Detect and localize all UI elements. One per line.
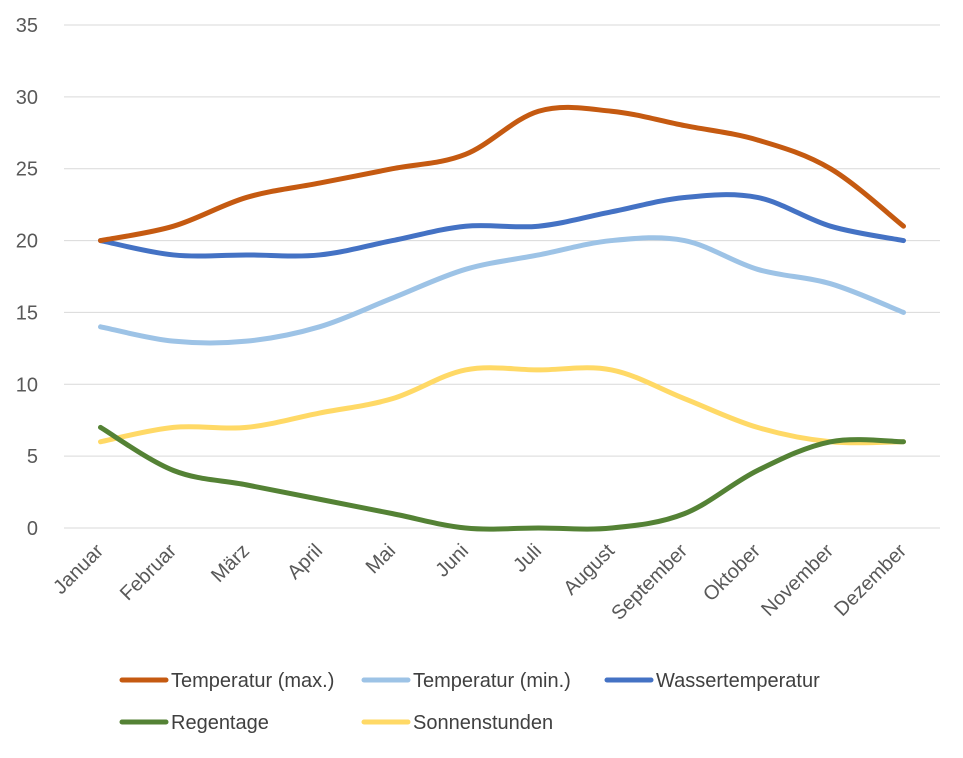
y-tick-label: 10 [16, 374, 38, 396]
x-tick-label-februar: Februar [116, 540, 181, 605]
x-tick-label-mai: Mai [362, 540, 400, 578]
series-line-regentage [98, 424, 906, 532]
legend-label: Regentage [171, 712, 269, 734]
y-tick-label: 15 [16, 302, 38, 324]
x-tick-label-juli: Juli [509, 540, 546, 577]
x-axis: Januar Februar März April Mai Juni Juli AugustS… [49, 540, 911, 625]
y-tick-label: 30 [16, 87, 38, 109]
legend-item-regentage: Regentage [119, 712, 269, 734]
x-tick-label-april: April [283, 540, 327, 584]
y-tick-label: 5 [27, 446, 38, 468]
grid [64, 24, 940, 529]
legend-label: Temperatur (min.) [413, 670, 571, 692]
x-tick-label-november: November [757, 540, 838, 621]
x-tick-label-oktober: Oktober [699, 540, 765, 606]
legend-item-sonnenstunden: Sonnenstunden [361, 712, 553, 734]
series-lines [98, 104, 906, 532]
legend-item-wassertemperatur: Wassertemperatur [604, 670, 820, 692]
x-tick-label-august: August [559, 540, 619, 600]
legend: Temperatur (max.) Temperatur (min.) Wasser… [119, 670, 820, 734]
x-tick-label-maerz: März [207, 540, 254, 587]
legend-item-temperatur-min: Temperatur (min.) [361, 670, 571, 692]
y-tick-label: 0 [27, 518, 38, 540]
y-tick-label: 35 [16, 15, 38, 37]
series-line-temperatur-min [98, 235, 906, 346]
series-line-temperatur-max [98, 104, 906, 244]
legend-label: Wassertemperatur [656, 670, 820, 692]
y-tick-label: 25 [16, 159, 38, 181]
x-tick-label-juni: Juni [432, 540, 474, 582]
legend-item-temperatur-max: Temperatur (max.) [119, 670, 334, 692]
legend-label: Sonnenstunden [413, 712, 553, 734]
y-tick-label: 20 [16, 231, 38, 253]
series-line-sonnenstunden [98, 365, 906, 446]
y-axis: 0 5 10 15 20 25 30 35 [16, 15, 38, 540]
series-line-wassertemperatur [98, 192, 906, 259]
x-tick-label-september: September [607, 540, 692, 625]
legend-label: Temperatur (max.) [171, 670, 334, 692]
x-tick-label-januar: Januar [49, 540, 108, 599]
x-tick-label-dezember: Dezember [830, 540, 911, 621]
